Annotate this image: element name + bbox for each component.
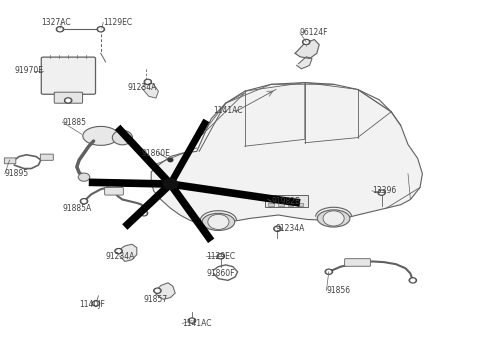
FancyBboxPatch shape: [288, 203, 293, 206]
Circle shape: [80, 198, 88, 204]
Polygon shape: [156, 283, 175, 299]
Text: 91860E: 91860E: [142, 149, 170, 158]
FancyBboxPatch shape: [265, 195, 308, 207]
FancyBboxPatch shape: [297, 203, 303, 206]
Circle shape: [82, 200, 86, 203]
Circle shape: [144, 79, 152, 85]
Circle shape: [411, 279, 415, 282]
Circle shape: [190, 319, 194, 322]
Text: 91860F: 91860F: [206, 269, 235, 278]
Circle shape: [163, 179, 178, 189]
FancyBboxPatch shape: [105, 187, 123, 195]
Ellipse shape: [112, 130, 132, 145]
Polygon shape: [295, 40, 319, 58]
Circle shape: [323, 211, 344, 226]
Polygon shape: [142, 82, 158, 98]
Circle shape: [274, 226, 281, 232]
Circle shape: [99, 28, 103, 31]
Circle shape: [142, 212, 146, 215]
Circle shape: [66, 99, 70, 102]
Text: 91982B: 91982B: [271, 197, 300, 206]
Text: 13396: 13396: [372, 186, 396, 195]
FancyBboxPatch shape: [278, 203, 284, 206]
Circle shape: [117, 250, 120, 252]
FancyBboxPatch shape: [345, 259, 371, 266]
FancyBboxPatch shape: [4, 158, 16, 164]
Text: 1140JF: 1140JF: [79, 300, 105, 309]
Ellipse shape: [317, 210, 350, 227]
Text: 96124F: 96124F: [300, 28, 328, 37]
Circle shape: [409, 278, 417, 283]
Circle shape: [327, 270, 331, 273]
Circle shape: [304, 41, 308, 43]
Text: 91234A: 91234A: [276, 224, 305, 233]
Text: 91895: 91895: [5, 169, 29, 178]
Circle shape: [168, 158, 173, 162]
FancyBboxPatch shape: [268, 203, 274, 206]
Polygon shape: [297, 57, 312, 69]
Circle shape: [140, 211, 148, 216]
Circle shape: [156, 289, 159, 292]
Text: 1141AC: 1141AC: [182, 319, 212, 328]
FancyBboxPatch shape: [40, 154, 53, 160]
FancyBboxPatch shape: [54, 92, 83, 103]
Circle shape: [325, 269, 333, 275]
Text: 91234A: 91234A: [106, 252, 135, 261]
Circle shape: [97, 26, 105, 32]
Text: 91856: 91856: [326, 286, 350, 295]
Circle shape: [92, 301, 100, 306]
Text: 91885A: 91885A: [62, 204, 92, 213]
Polygon shape: [151, 83, 422, 224]
Text: 1129EC: 1129EC: [103, 18, 132, 27]
Text: 1141AC: 1141AC: [214, 106, 243, 115]
Circle shape: [64, 98, 72, 103]
Circle shape: [302, 39, 310, 45]
Text: 1129EC: 1129EC: [206, 252, 236, 261]
Circle shape: [115, 248, 122, 254]
Text: 1327AC: 1327AC: [41, 18, 71, 27]
Circle shape: [378, 190, 385, 195]
Circle shape: [146, 80, 150, 83]
Circle shape: [217, 254, 225, 259]
Circle shape: [188, 318, 196, 323]
Ellipse shape: [202, 213, 235, 230]
Circle shape: [58, 28, 62, 31]
Text: 91885: 91885: [62, 118, 86, 127]
Circle shape: [56, 26, 64, 32]
Circle shape: [276, 227, 279, 230]
Circle shape: [94, 302, 98, 305]
Circle shape: [78, 173, 90, 181]
Circle shape: [208, 214, 229, 229]
Circle shape: [154, 288, 161, 293]
Polygon shape: [118, 244, 137, 261]
Text: 91970E: 91970E: [14, 66, 43, 75]
Circle shape: [380, 191, 384, 194]
Ellipse shape: [83, 127, 119, 146]
Circle shape: [219, 255, 223, 258]
FancyBboxPatch shape: [41, 57, 96, 94]
Text: 91857: 91857: [144, 295, 168, 304]
Text: 91234A: 91234A: [127, 83, 156, 92]
